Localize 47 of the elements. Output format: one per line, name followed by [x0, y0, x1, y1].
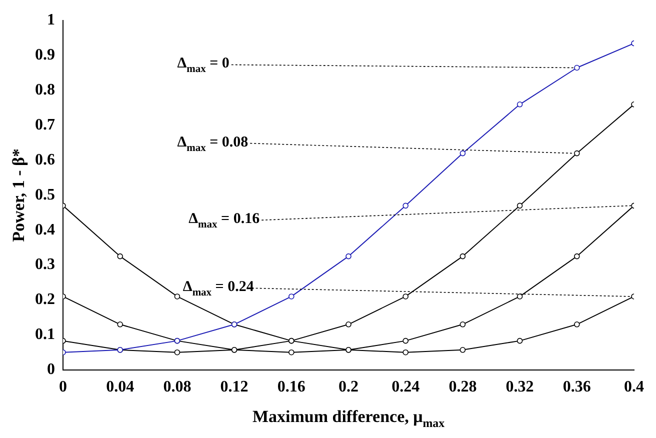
point	[346, 253, 352, 260]
point	[117, 253, 123, 260]
point	[174, 349, 180, 356]
y-tick-label: 0.7	[35, 116, 55, 134]
point	[288, 349, 294, 356]
point	[288, 294, 294, 300]
x-tick-label: 0.04	[106, 378, 134, 396]
x-tick-label: 0.08	[163, 378, 192, 396]
y-tick-label: 0.4	[35, 221, 55, 238]
y-tick-label: 1	[47, 12, 55, 29]
x-tick-label: 0	[59, 378, 67, 396]
y-tick-label: 0.9	[35, 46, 55, 64]
point	[402, 338, 408, 344]
x-tick-label: 0.28	[448, 378, 477, 396]
point	[460, 150, 466, 156]
point	[460, 253, 466, 260]
y-axis-title: Power, 1 - β*	[9, 148, 28, 242]
y-tick-label: 0.3	[35, 256, 55, 274]
point	[574, 322, 580, 328]
point	[402, 349, 408, 356]
point	[574, 64, 580, 71]
x-tick-label: 0.24	[392, 378, 420, 396]
point	[516, 338, 523, 344]
y-tick-label: 0.8	[35, 82, 55, 99]
point	[516, 202, 523, 209]
x-tick-label: 0.36	[562, 378, 591, 396]
point	[574, 150, 580, 156]
point	[174, 294, 180, 300]
point	[516, 102, 523, 108]
y-tick-label: 0.2	[35, 291, 55, 308]
x-tick-label: 0.4	[624, 378, 644, 396]
point	[460, 322, 466, 328]
x-tick-label: 0.2	[338, 378, 358, 396]
point	[117, 322, 123, 328]
y-tick-label: 0.1	[35, 326, 55, 344]
y-tick-label: 0.5	[35, 186, 55, 204]
x-tick-label: 0.16	[277, 378, 306, 396]
point	[346, 322, 352, 328]
y-tick-label: 0.6	[35, 151, 55, 168]
point	[402, 202, 408, 209]
point	[460, 346, 466, 353]
x-tick-label: 0.12	[220, 378, 248, 396]
x-tick-label: 0.32	[506, 378, 534, 396]
point	[402, 294, 408, 300]
y-tick-label: 0	[47, 360, 55, 378]
point	[516, 294, 523, 300]
point	[574, 253, 580, 260]
